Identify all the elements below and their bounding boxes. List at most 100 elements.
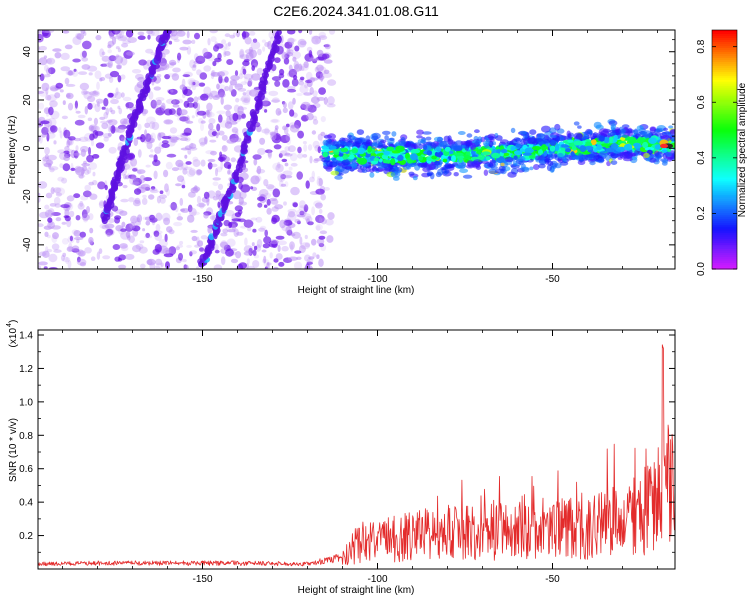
- heatmap-speckle: [152, 99, 157, 108]
- heatmap-speckle: [137, 149, 142, 158]
- heatmap-speckle: [287, 208, 297, 214]
- heatmap-band-point: [648, 137, 657, 144]
- heatmap-speckle: [82, 190, 92, 198]
- colorbar-cell: [712, 185, 737, 188]
- colorbar-cell: [712, 63, 737, 67]
- heatmap-speckle: [271, 206, 279, 212]
- heatmap-speckle: [235, 251, 242, 259]
- colorbar-cell: [712, 61, 737, 65]
- heatmap-band-point: [539, 154, 545, 161]
- heatmap-speckle: [233, 83, 244, 88]
- colorbar-cell: [712, 227, 737, 230]
- heatmap-speckle: [315, 214, 325, 224]
- heatmap-speckle: [299, 84, 309, 94]
- colorbar-tick-label: 0.2: [696, 206, 707, 220]
- colorbar-cell: [712, 45, 737, 49]
- heatmap-speckle: [271, 97, 280, 103]
- colorbar-cell: [712, 83, 737, 87]
- heatmap-speckle: [272, 188, 281, 198]
- heatmap-speckle: [243, 58, 250, 63]
- heatmap-band-point: [627, 131, 633, 137]
- heatmap-speckle: [44, 30, 55, 33]
- colorbar-cell: [712, 215, 737, 218]
- heatmap-speckle: [266, 261, 270, 269]
- colorbar-gradient: [712, 30, 737, 270]
- heatmap-speckle: [211, 212, 216, 220]
- heatmap-speckle: [161, 143, 170, 149]
- heatmap-speckle: [289, 45, 295, 52]
- heatmap-band-point: [473, 159, 483, 166]
- heatmap-speckle: [50, 125, 58, 133]
- colorbar-cell: [712, 223, 737, 226]
- heatmap-speckle: [309, 176, 315, 183]
- heatmap-speckle: [239, 191, 247, 200]
- heatmap-speckle: [38, 135, 41, 142]
- heatmap-speckle: [270, 99, 281, 103]
- heatmap-speckle: [189, 59, 196, 69]
- heatmap-band-point: [510, 146, 516, 151]
- heatmap-band-point: [541, 125, 551, 133]
- heatmap-speckle: [251, 65, 255, 71]
- heatmap-speckle: [206, 109, 213, 118]
- heatmap-speckle: [143, 177, 152, 182]
- heatmap-speckle: [182, 132, 192, 136]
- y-tick-label: 0.4: [19, 498, 33, 509]
- heatmap-speckle: [101, 55, 111, 62]
- heatmap-speckle: [81, 163, 90, 167]
- heatmap-speckle: [305, 180, 310, 189]
- heatmap-speckle: [232, 190, 242, 200]
- heatmap-speckle: [315, 225, 321, 231]
- snr-x-label: Height of straight line (km): [298, 585, 415, 596]
- heatmap-speckle: [277, 161, 281, 169]
- heatmap-speckle: [227, 41, 231, 47]
- heatmap-speckle: [305, 216, 313, 223]
- heatmap-speckle: [145, 220, 151, 226]
- heatmap-speckle: [298, 63, 303, 72]
- heatmap-speckle: [123, 161, 134, 171]
- heatmap-speckle: [198, 247, 205, 252]
- heatmap-speckle: [168, 108, 176, 115]
- heatmap-band-point: [457, 131, 466, 135]
- heatmap-speckle: [144, 122, 150, 128]
- colorbar-cell: [712, 59, 737, 63]
- heatmap-band-point: [474, 129, 480, 134]
- heatmap-speckle: [179, 137, 189, 141]
- heatmap-speckle: [277, 240, 287, 246]
- heatmap-speckle: [136, 169, 146, 175]
- heatmap-speckle: [223, 104, 232, 111]
- colorbar-cell: [712, 103, 737, 107]
- heatmap-band-point: [607, 151, 616, 156]
- heatmap-speckle: [79, 262, 86, 267]
- heatmap-speckle: [275, 134, 283, 141]
- heatmap-speckle: [175, 159, 184, 167]
- heatmap-band-point: [367, 145, 373, 153]
- colorbar-cell: [712, 249, 737, 252]
- heatmap-speckle: [212, 60, 217, 67]
- colorbar-cell: [712, 135, 737, 139]
- heatmap-speckle: [188, 79, 194, 88]
- heatmap-speckle: [131, 69, 142, 74]
- heatmap-band-point: [431, 155, 437, 160]
- heatmap-speckle: [245, 49, 253, 54]
- colorbar-cell: [712, 167, 737, 171]
- heatmap-speckle: [171, 167, 179, 172]
- colorbar-cell: [712, 187, 737, 190]
- heatmap-speckle: [132, 168, 138, 172]
- heatmap-speckle: [75, 110, 81, 114]
- heatmap-speckle: [315, 188, 325, 195]
- heatmap-band-point: [389, 137, 395, 141]
- heatmap-speckle: [289, 109, 295, 117]
- heatmap-speckle: [181, 162, 188, 171]
- heatmap-speckle: [38, 45, 48, 51]
- heatmap-band-point: [340, 147, 349, 153]
- heatmap-speckle: [148, 30, 155, 37]
- heatmap-speckle: [273, 266, 279, 269]
- heatmap-speckle: [146, 116, 156, 125]
- colorbar-frame: [711, 29, 738, 270]
- heatmap-speckle: [179, 197, 184, 206]
- heatmap-speckle: [38, 38, 44, 43]
- heatmap-speckle: [90, 102, 97, 108]
- heatmap-speckle: [234, 212, 242, 218]
- heatmap-speckle: [287, 101, 294, 110]
- heatmap-speckle: [39, 211, 49, 219]
